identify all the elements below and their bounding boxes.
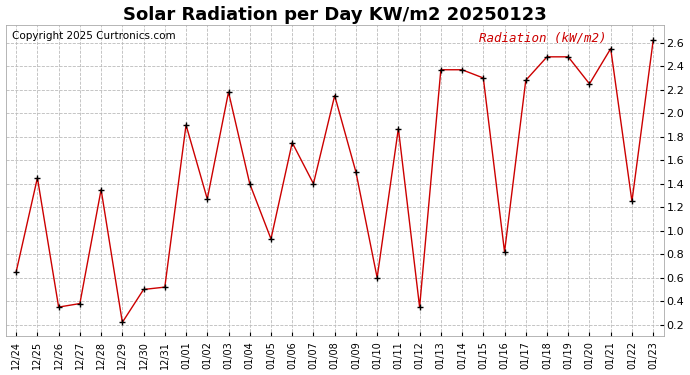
Title: Solar Radiation per Day KW/m2 20250123: Solar Radiation per Day KW/m2 20250123 (123, 6, 546, 24)
Text: Copyright 2025 Curtronics.com: Copyright 2025 Curtronics.com (12, 32, 176, 41)
Text: Radiation (kW/m2): Radiation (kW/m2) (480, 32, 607, 44)
